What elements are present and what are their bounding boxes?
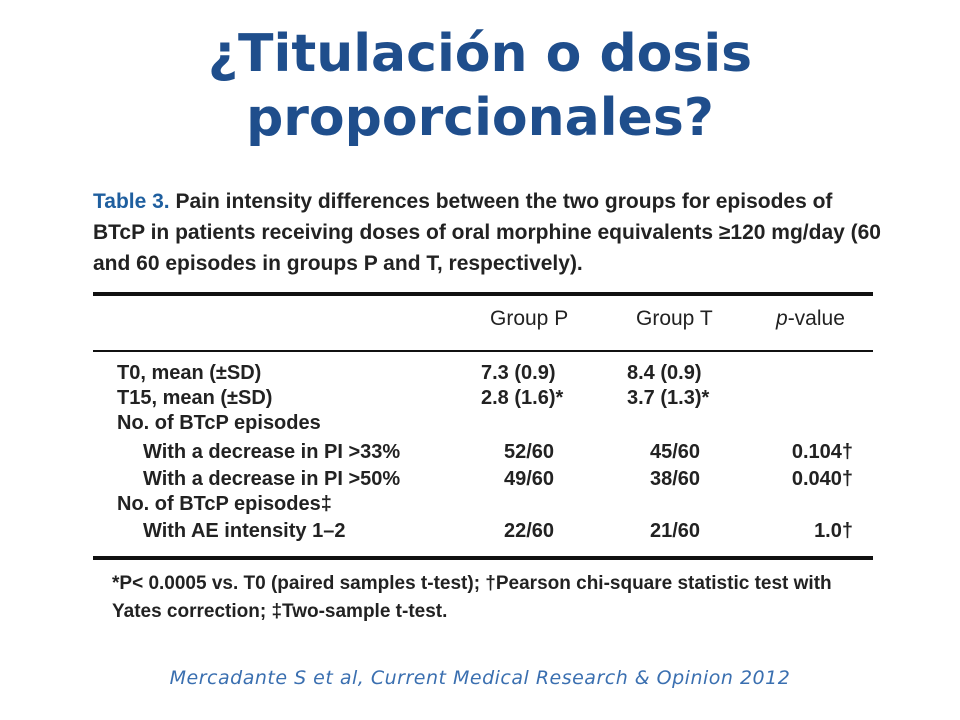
table-row: With a decrease in PI >33% 52/60 45/60 0… <box>93 440 873 465</box>
cell-group-p: 7.3 (0.9) <box>481 362 556 384</box>
header-group-p: Group P <box>490 307 569 330</box>
slide-title: ¿Titulación o dosis proporcionales? <box>0 22 960 150</box>
cell-p-value: 0.104† <box>791 441 853 463</box>
table-footnote: *P< 0.0005 vs. T0 (paired samples t-test… <box>112 573 832 622</box>
cell-group-t: 45/60 <box>649 441 701 463</box>
header-group-t: Group T <box>636 307 713 330</box>
header-p-value: p-value <box>776 307 845 331</box>
table-row: T15, mean (±SD) 2.8 (1.6)* 3.7 (1.3)* <box>93 386 873 411</box>
cell-group-p: 2.8 (1.6)* <box>481 387 564 409</box>
cell-group-p: 22/60 <box>503 520 555 542</box>
table-row: T0, mean (±SD) 7.3 (0.9) 8.4 (0.9) <box>93 361 873 386</box>
row-label: No. of BTcP episodes <box>117 412 321 434</box>
table-top-rule <box>93 292 873 296</box>
table-bottom-rule <box>93 556 873 560</box>
cell-group-t: 21/60 <box>649 520 701 542</box>
cell-p-value: 1.0† <box>814 520 853 542</box>
title-line-2: proporcionales? <box>246 88 714 148</box>
row-label: T15, mean (±SD) <box>117 387 273 409</box>
table-row: With a decrease in PI >50% 49/60 38/60 0… <box>93 467 873 492</box>
cell-p-value: 0.040† <box>791 468 853 490</box>
cell-group-t: 38/60 <box>649 468 701 490</box>
table-row: With AE intensity 1–2 22/60 21/60 1.0† <box>93 519 873 544</box>
header-p-value-italic: p <box>776 307 788 330</box>
table-caption: Table 3. Pain intensity differences betw… <box>93 186 883 279</box>
cell-group-p: 52/60 <box>503 441 555 463</box>
row-label: No. of BTcP episodes‡ <box>117 493 332 515</box>
row-label: T0, mean (±SD) <box>117 362 262 384</box>
row-label: With a decrease in PI >50% <box>143 468 401 490</box>
cell-group-t: 3.7 (1.3)* <box>627 387 710 409</box>
table-label: Table 3. <box>93 190 170 213</box>
citation: Mercadante S et al, Current Medical Rese… <box>169 667 791 689</box>
cell-group-p: 49/60 <box>503 468 555 490</box>
table-row: No. of BTcP episodes <box>93 411 873 436</box>
title-line-1: ¿Titulación o dosis <box>207 24 753 84</box>
cell-group-t: 8.4 (0.9) <box>627 362 702 384</box>
table-row: No. of BTcP episodes‡ <box>93 492 873 517</box>
table-caption-text: Pain intensity differences between the t… <box>93 190 881 275</box>
table-header-rule <box>93 350 873 352</box>
row-label: With AE intensity 1–2 <box>143 520 346 542</box>
header-p-value-rest: -value <box>787 307 845 330</box>
row-label: With a decrease in PI >33% <box>143 441 401 463</box>
